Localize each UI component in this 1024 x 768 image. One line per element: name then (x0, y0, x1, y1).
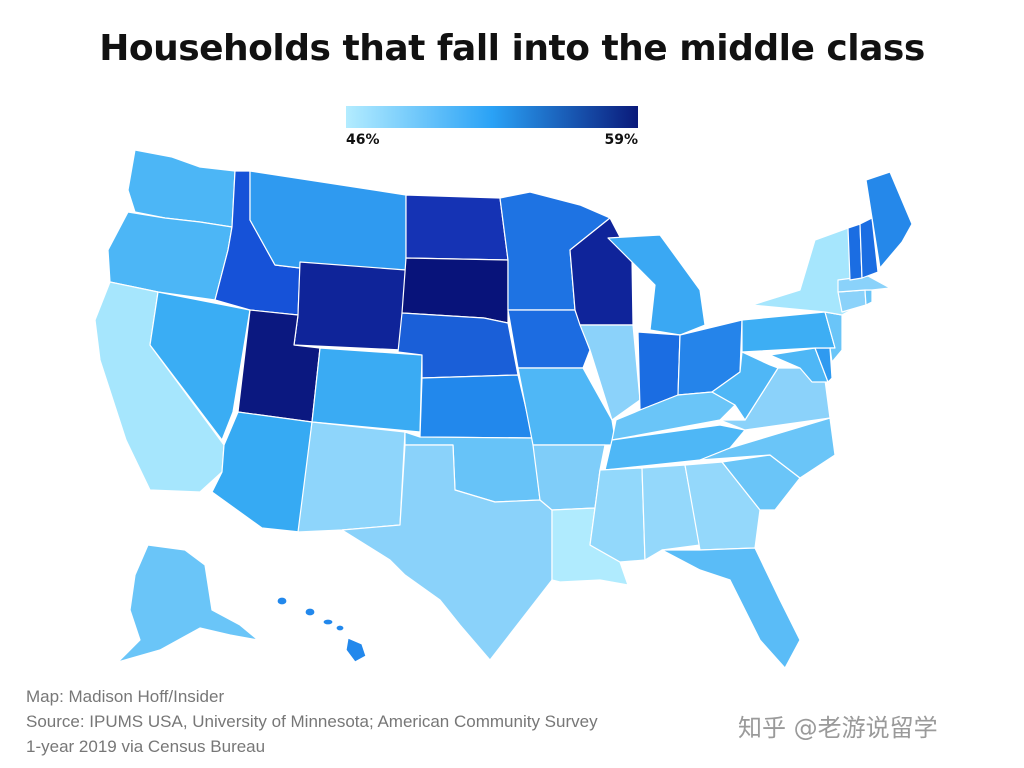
map-title: Households that fall into the middle cla… (99, 28, 925, 69)
state-AR[interactable] (532, 444, 606, 511)
state-SD[interactable] (401, 257, 509, 324)
state-AK[interactable] (117, 544, 259, 663)
credit-line-1: Map: Madison Hoff/Insider (26, 687, 225, 706)
state-AZ[interactable] (211, 411, 313, 533)
state-AL[interactable] (641, 464, 701, 561)
legend-min-label: 46% (346, 132, 380, 148)
state-NH[interactable] (859, 217, 879, 279)
state-NV[interactable] (149, 291, 251, 441)
watermark: 知乎 @老游说留学 (738, 714, 938, 742)
state-KS[interactable] (419, 374, 534, 439)
state-HI[interactable] (276, 596, 367, 663)
state-GA[interactable] (684, 461, 761, 551)
credit-line-2: Source: IPUMS USA, University of Minneso… (26, 712, 598, 731)
legend-max-label: 59% (604, 132, 638, 148)
legend-color-bar (346, 106, 638, 128)
state-MA[interactable] (837, 275, 891, 293)
state-MD[interactable] (769, 347, 829, 383)
state-MI[interactable] (607, 234, 706, 336)
state-MS[interactable] (589, 467, 646, 563)
legend: 46% 59% (346, 106, 638, 148)
state-ME[interactable] (865, 171, 913, 269)
state-PA[interactable] (741, 311, 836, 353)
state-WY[interactable] (293, 261, 407, 351)
state-NM[interactable] (297, 421, 406, 533)
state-CO[interactable] (311, 347, 423, 433)
state-RI[interactable] (864, 289, 873, 306)
state-IL[interactable] (579, 324, 641, 421)
state-ND[interactable] (405, 194, 509, 261)
state-WV[interactable] (711, 351, 779, 421)
credit-line-3: 1-year 2019 via Census Bureau (26, 737, 266, 756)
source-credit: Map: Madison Hoff/Insider Source: IPUMS … (26, 684, 598, 759)
state-TX[interactable] (341, 444, 553, 661)
state-FL[interactable] (661, 547, 801, 669)
state-MT[interactable] (249, 170, 407, 271)
state-IA[interactable] (507, 309, 591, 369)
state-NC[interactable] (699, 417, 836, 479)
state-CT[interactable] (837, 289, 867, 313)
